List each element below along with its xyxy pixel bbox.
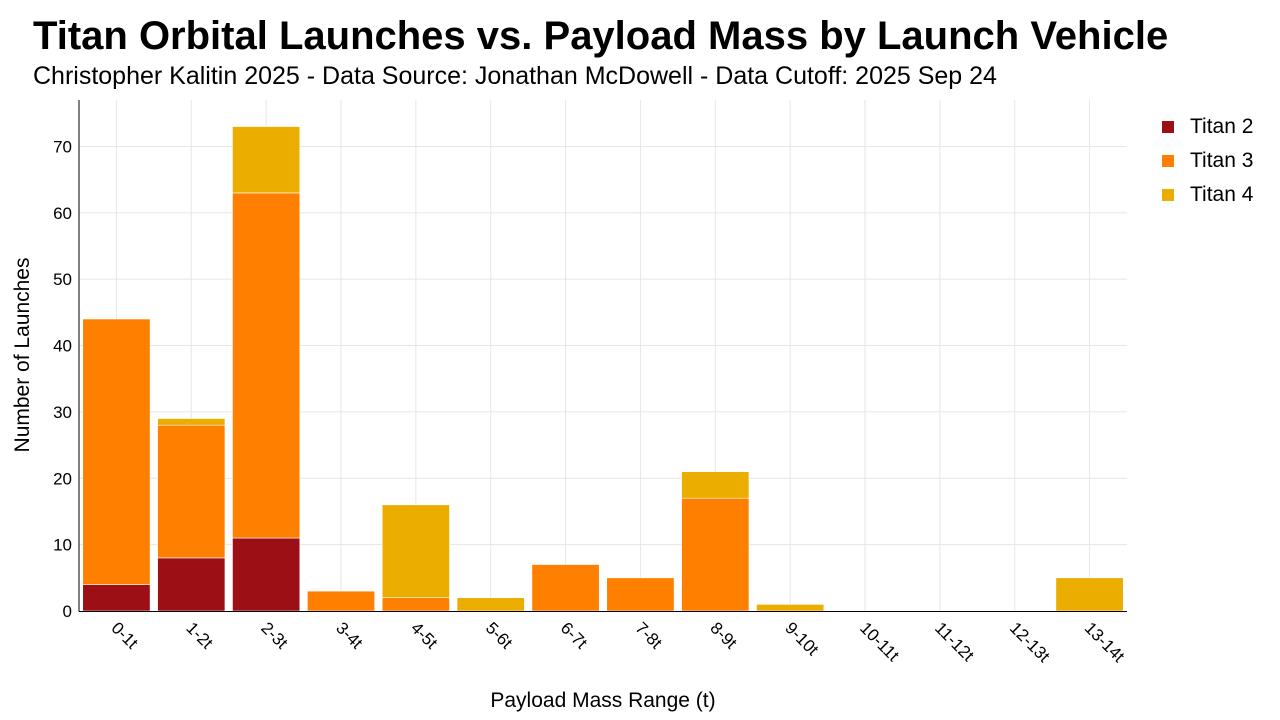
bar-segment-titan-3: [82, 318, 151, 585]
bar-segment-titan-4: [381, 504, 450, 599]
bar-layer: [82, 126, 1124, 612]
legend-label: Titan 4: [1190, 183, 1254, 206]
y-tick-label: 0: [63, 602, 72, 621]
bar-segment-titan-4: [232, 126, 301, 194]
legend-swatch: [1162, 121, 1174, 133]
y-tick-label: 50: [53, 270, 72, 289]
bar-segment-titan-2: [82, 584, 151, 612]
x-tick-label: 4-5t: [407, 618, 441, 652]
bar-segment-titan-3: [157, 424, 226, 559]
legend-swatch: [1162, 155, 1174, 167]
x-tick-label: 7-8t: [632, 618, 666, 652]
bar-segment-titan-3: [307, 590, 375, 612]
y-tick-label: 30: [53, 403, 72, 422]
legend-item[interactable]: Titan 4: [1162, 178, 1253, 212]
x-tick-label: 3-4t: [332, 618, 366, 652]
x-tick-label: 1-2t: [182, 618, 216, 652]
bar-segment-titan-3: [232, 192, 301, 539]
bar-segment-titan-4: [1055, 577, 1124, 612]
legend-label: Titan 3: [1190, 149, 1254, 172]
chart-subtitle: Christopher Kalitin 2025 - Data Source: …: [33, 62, 997, 90]
legend-item[interactable]: Titan 3: [1162, 144, 1253, 178]
y-tick-label: 20: [53, 469, 72, 488]
x-axis-title: Payload Mass Range (t): [490, 689, 715, 712]
bar-segment-titan-3: [531, 564, 600, 612]
legend-swatch: [1162, 189, 1174, 201]
legend-label: Titan 2: [1190, 115, 1254, 138]
bar-segment-titan-2: [232, 537, 301, 612]
legend: Titan 2 Titan 3 Titan 4: [1162, 110, 1253, 212]
x-tick-label: 11-12t: [931, 618, 978, 665]
x-tick-label: 13-14t: [1081, 618, 1129, 666]
bar-segment-titan-4: [756, 604, 825, 612]
y-axis-title: Number of Launches: [11, 258, 34, 453]
bar-segment-titan-4: [681, 471, 750, 499]
x-tick-label: 0-1t: [108, 618, 142, 652]
bar-segment-titan-4: [157, 418, 226, 426]
x-tick-label: 5-6t: [482, 618, 516, 652]
bar-segment-titan-3: [681, 497, 750, 612]
x-tick-label: 9-10t: [781, 618, 822, 659]
y-tick-label: 10: [53, 536, 72, 555]
y-tick-label: 40: [53, 337, 72, 356]
x-tick-label: 6-7t: [557, 618, 591, 652]
chart-title: Titan Orbital Launches vs. Payload Mass …: [33, 14, 1169, 58]
x-tick-label: 12-13t: [1006, 618, 1054, 666]
bar-segment-titan-3: [381, 597, 450, 612]
bar-segment-titan-2: [157, 557, 226, 612]
x-tick-label: 2-3t: [257, 618, 291, 652]
y-tick-label: 60: [53, 204, 72, 223]
bar-segment-titan-3: [606, 577, 675, 612]
legend-item[interactable]: Titan 2: [1162, 110, 1253, 144]
x-tick-label: 8-9t: [706, 618, 740, 652]
bar-segment-titan-4: [456, 597, 525, 612]
y-tick-label: 70: [53, 137, 72, 156]
x-tick-label: 10-11t: [856, 618, 903, 665]
